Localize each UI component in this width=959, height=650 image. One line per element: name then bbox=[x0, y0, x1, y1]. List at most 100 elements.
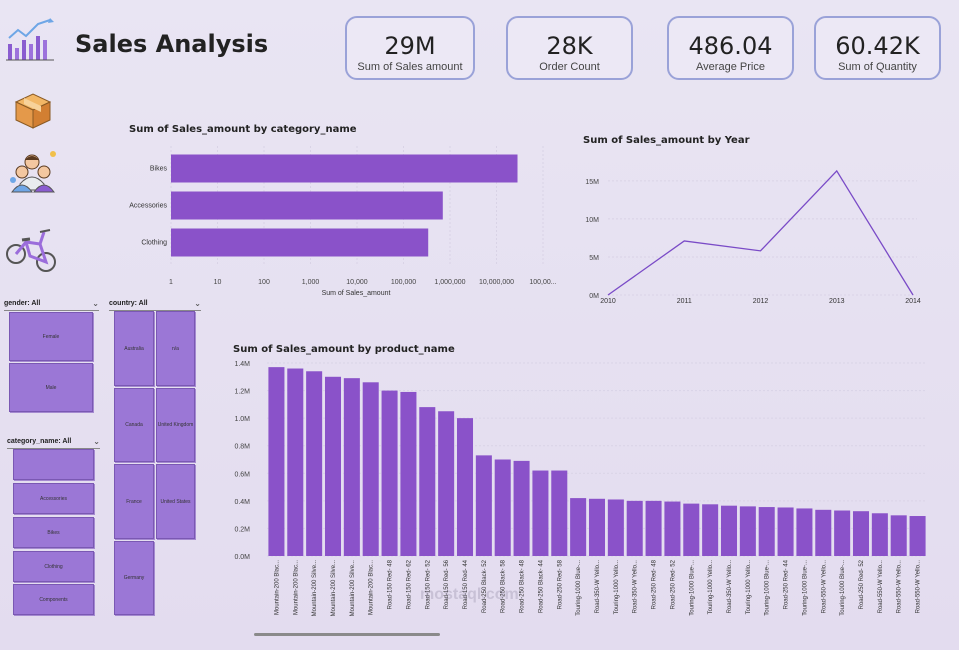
bar bbox=[702, 504, 719, 556]
bar bbox=[796, 508, 813, 556]
slicer-item-australia[interactable]: Australia bbox=[114, 311, 154, 386]
bar bbox=[171, 191, 443, 220]
x-tick-label: Road-250 Red- 44 bbox=[784, 559, 790, 609]
line-chart-logo-icon bbox=[6, 18, 54, 61]
bar bbox=[532, 470, 549, 556]
x-tick-label: Touring-1000 Blue-... bbox=[765, 560, 771, 616]
bar bbox=[171, 154, 518, 183]
x-tick-label: 100,000 bbox=[391, 279, 416, 286]
bar bbox=[171, 228, 429, 257]
x-tick-label: Road-150 Red- 62 bbox=[406, 559, 412, 609]
kpi-card-average-price: 486.04 Average Price bbox=[667, 16, 794, 80]
slicer-item-france[interactable]: France bbox=[114, 464, 154, 539]
slicer-item-canada[interactable]: Canada bbox=[114, 388, 154, 462]
x-tick-label: 1,000,000 bbox=[434, 279, 465, 286]
slicer-item-na[interactable]: n/a bbox=[156, 311, 195, 386]
kpi-label: Average Price bbox=[696, 61, 765, 73]
logo bbox=[6, 18, 56, 64]
x-tick-label: Road-250 Black- 58 bbox=[501, 559, 507, 613]
bar bbox=[362, 382, 379, 556]
country-slicer-underline bbox=[109, 310, 201, 311]
x-tick-label: Road-150 Red- 48 bbox=[388, 559, 394, 609]
country-slicer-header[interactable]: country: All ⌄ bbox=[109, 299, 201, 310]
bar bbox=[419, 407, 436, 556]
x-tick-label: Mountain-200 Silve... bbox=[331, 560, 337, 617]
x-tick-label: Mountain-200 Blac... bbox=[369, 560, 375, 615]
x-tick-label: Road-150 Red- 44 bbox=[463, 559, 469, 609]
bar bbox=[475, 455, 492, 556]
category-chart-title: Sum of Sales_amount by category_name bbox=[129, 124, 357, 135]
bar bbox=[343, 378, 360, 556]
x-tick-label: 10,000 bbox=[346, 279, 368, 286]
x-tick-label: 2013 bbox=[829, 298, 845, 305]
slicer-item-blank[interactable] bbox=[13, 449, 94, 480]
x-tick-label: Road-350-W Yello... bbox=[633, 560, 639, 614]
series-line bbox=[607, 169, 914, 296]
kpi-card-order-count: 28K Order Count bbox=[506, 16, 633, 80]
bar bbox=[834, 510, 851, 556]
slicer-item-united-kingdom[interactable]: United Kingdom bbox=[156, 388, 195, 462]
bar bbox=[551, 470, 568, 556]
y-tick-label: 0.4M bbox=[234, 499, 250, 506]
bar bbox=[438, 411, 455, 556]
nav-customers[interactable] bbox=[8, 150, 62, 198]
bar bbox=[268, 367, 285, 556]
y-tick-label: 15M bbox=[585, 179, 599, 186]
category-slicer-underline bbox=[7, 448, 100, 449]
x-tick-label: Touring-1000 Yello... bbox=[614, 560, 620, 615]
slicer-item-accessories[interactable]: Accessories bbox=[13, 483, 94, 514]
x-tick-label: Road-250 Black- 48 bbox=[520, 559, 526, 613]
x-tick-label: 100 bbox=[258, 279, 270, 286]
y-tick-label: 1.0M bbox=[234, 416, 250, 423]
x-tick-label: Road-350-W Yello... bbox=[595, 560, 601, 614]
slicer-item-united-states[interactable]: United States bbox=[156, 464, 195, 539]
x-tick-label: Touring-1000 Blue-... bbox=[802, 560, 808, 616]
x-tick-label: Mountain-200 Blac... bbox=[293, 560, 299, 615]
horizontal-scrollbar[interactable] bbox=[254, 633, 440, 636]
bar bbox=[626, 500, 643, 556]
bar bbox=[739, 506, 756, 556]
y-tick-label: 10M bbox=[585, 217, 599, 224]
x-tick-label: Touring-1000 Blue-... bbox=[840, 560, 846, 616]
bar bbox=[890, 515, 907, 556]
slicer-item-components[interactable]: Components bbox=[13, 584, 94, 615]
x-tick-label: Touring-1000 Blue-... bbox=[689, 560, 695, 616]
y-tick-label: 0.8M bbox=[234, 444, 250, 451]
x-tick-label: Road-150 Red- 52 bbox=[425, 559, 431, 609]
x-tick-label: 10,000,000 bbox=[479, 279, 514, 286]
nav-bikes[interactable] bbox=[4, 222, 58, 276]
kpi-value: 28K bbox=[546, 32, 593, 60]
bar bbox=[287, 368, 304, 556]
nav-products[interactable] bbox=[12, 90, 54, 132]
box-icon bbox=[14, 93, 52, 129]
x-tick-label: Touring-1000 Yello... bbox=[746, 560, 752, 615]
x-tick-label: Mountain-200 Silve... bbox=[312, 560, 318, 617]
category-slicer-header[interactable]: category_name: All ⌄ bbox=[7, 437, 100, 448]
bar bbox=[645, 500, 662, 556]
x-tick-label: 100,00... bbox=[529, 279, 556, 286]
category-label: Bikes bbox=[150, 166, 168, 173]
kpi-card-quantity: 60.42K Sum of Quantity bbox=[814, 16, 941, 80]
slicer-item-germany[interactable]: Germany bbox=[114, 541, 154, 615]
x-tick-label: Road-550-W Yello... bbox=[897, 560, 903, 614]
x-tick-label: Touring-1000 Yello... bbox=[708, 560, 714, 615]
category-bar-chart: 1 10 100 1,000 10,000 100,000 1,000,000 10,000,… bbox=[129, 146, 557, 297]
bar bbox=[306, 371, 323, 556]
y-tick-label: 0.0M bbox=[234, 554, 250, 561]
slicer-item-clothing[interactable]: Clothing bbox=[13, 551, 94, 582]
kpi-label: Order Count bbox=[539, 61, 600, 73]
bar bbox=[852, 511, 870, 556]
customers-icon bbox=[10, 151, 56, 193]
gender-slicer-title: gender: All bbox=[4, 300, 41, 307]
watermark: mostaql.com bbox=[420, 586, 519, 603]
kpi-value: 60.42K bbox=[835, 32, 920, 60]
x-tick-label: Road-550-W Yello... bbox=[821, 560, 827, 614]
product-bar-chart: 0.0M 0.2M 0.4M 0.6M 0.8M 1.0M 1.2M 1.4M Mountain… bbox=[234, 361, 927, 617]
bar bbox=[570, 498, 587, 556]
x-tick-label: Touring-1000 Blue-... bbox=[576, 560, 582, 616]
gender-slicer-header[interactable]: gender: All ⌄ bbox=[4, 299, 99, 310]
slicer-item-female[interactable]: Female bbox=[9, 312, 93, 361]
x-tick-label: Road-250 Red- 48 bbox=[652, 559, 658, 609]
slicer-item-male[interactable]: Male bbox=[9, 363, 93, 412]
slicer-item-bikes[interactable]: Bikes bbox=[13, 517, 94, 548]
